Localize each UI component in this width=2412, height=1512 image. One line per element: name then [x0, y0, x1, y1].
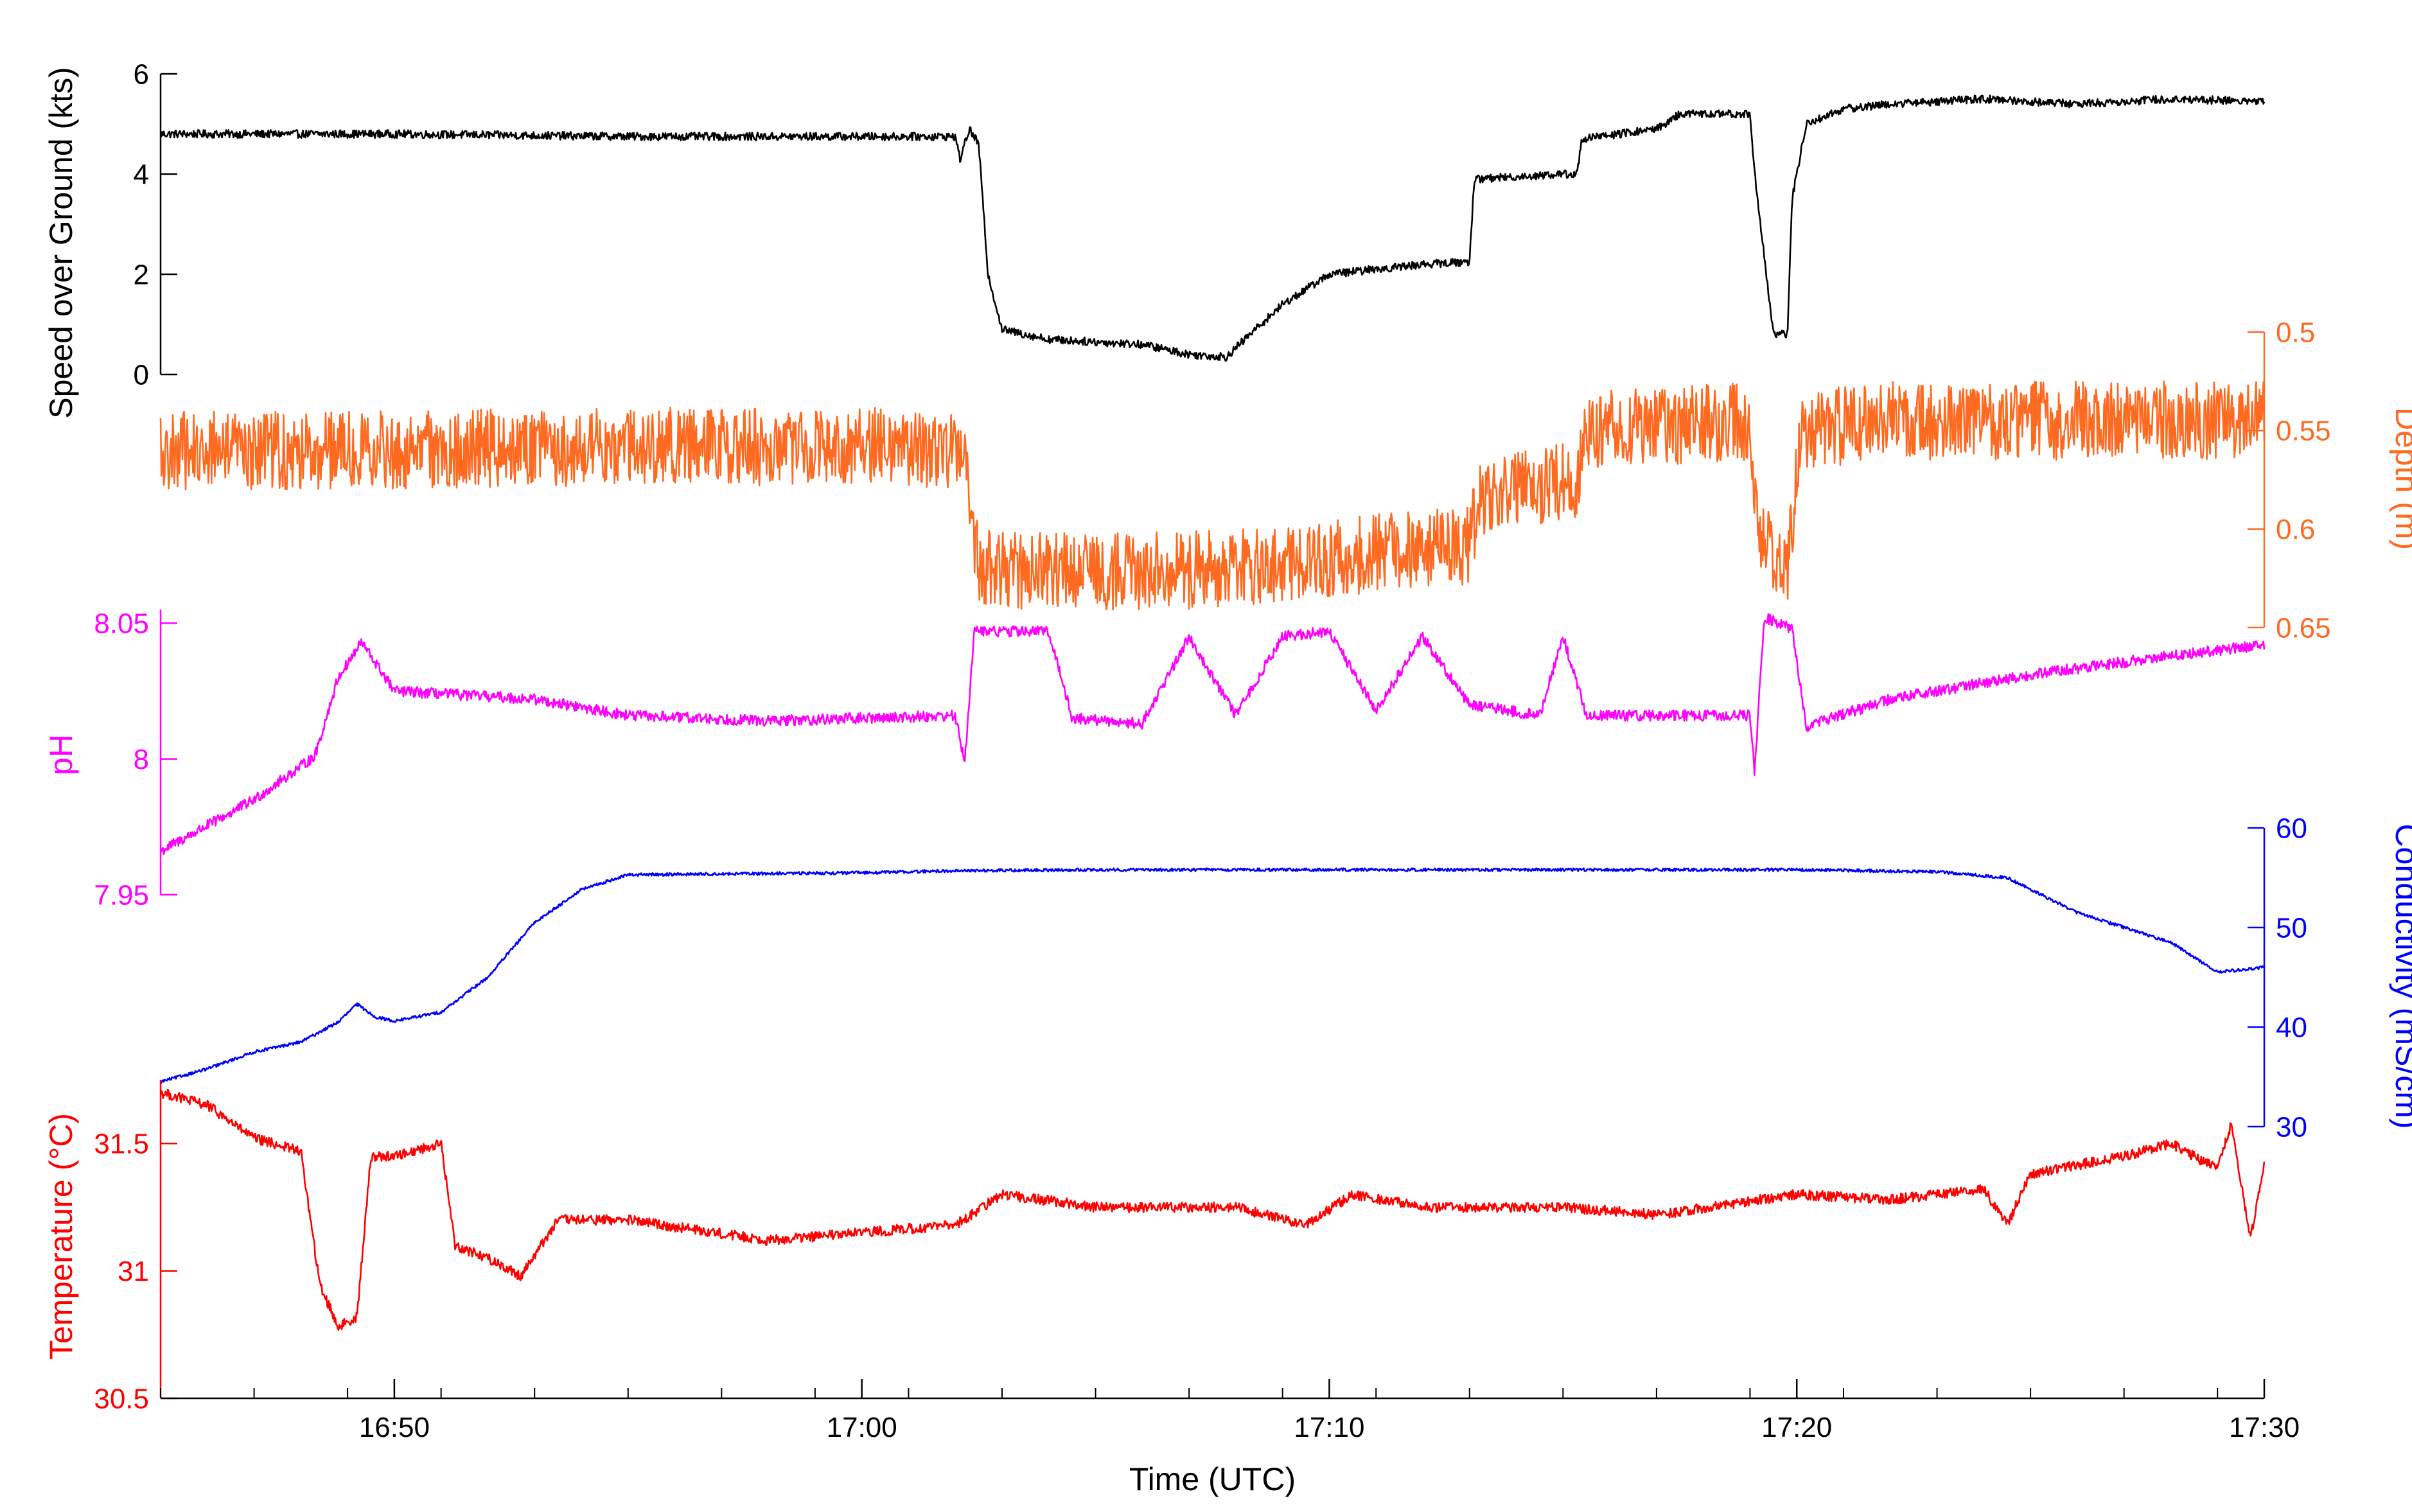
ph-y-tick-label: 7.95 [94, 879, 149, 911]
depth-y-tick-label: 0.65 [2276, 612, 2331, 644]
sog-series-line [159, 94, 2266, 362]
ph-y-tick-label: 8.05 [94, 608, 149, 640]
cond-series-line [159, 867, 2265, 1084]
cond-y-tick-label: 30 [2276, 1111, 2307, 1143]
temp-series-line [159, 1089, 2266, 1331]
x-tick-label: 17:10 [1294, 1412, 1364, 1443]
sog-y-tick-label: 4 [134, 159, 149, 190]
ph-series-line [160, 613, 2266, 855]
cond-y-tick-label: 40 [2276, 1012, 2307, 1043]
depth-y-tick-label: 0.55 [2276, 416, 2331, 447]
sog-y-tick-label: 2 [134, 259, 149, 290]
depth-y-tick-label: 0.6 [2276, 514, 2315, 545]
ph-y-tick-label: 8 [134, 744, 149, 775]
depth-series-line [159, 380, 2266, 611]
ph-y-axis-label: pH [43, 734, 79, 775]
cond-y-tick-label: 60 [2276, 813, 2307, 844]
sog-y-tick-label: 6 [134, 58, 149, 90]
depth-y-tick-label: 0.5 [2276, 317, 2315, 348]
x-tick-label: 17:20 [1761, 1412, 1832, 1443]
series-lines [159, 94, 2266, 1331]
temp-y-axis-label: Temperature (°C) [43, 1113, 79, 1360]
sog-y-tick-label: 0 [134, 359, 149, 391]
x-tick-label: 17:30 [2229, 1412, 2300, 1443]
axes: 0 2 4 6 Speed over Ground (kts) 0.5 0.55 0.6 0.6… [43, 58, 2412, 1497]
temp-y-tick-label: 30.5 [94, 1383, 149, 1414]
temp-y-tick-label: 31 [118, 1256, 149, 1287]
cond-y-tick-label: 50 [2276, 912, 2307, 944]
x-tick-label: 17:00 [827, 1412, 897, 1443]
depth-y-axis-label: Depth (m) [2389, 407, 2412, 550]
temp-y-tick-label: 31.5 [94, 1129, 149, 1160]
sog-y-axis-label: Speed over Ground (kts) [43, 67, 79, 419]
x-axis-label: Time (UTC) [1129, 1461, 1296, 1497]
x-tick-label: 16:50 [359, 1412, 430, 1443]
cond-y-axis-label: Conductivity (mS/cm) [2389, 823, 2412, 1129]
